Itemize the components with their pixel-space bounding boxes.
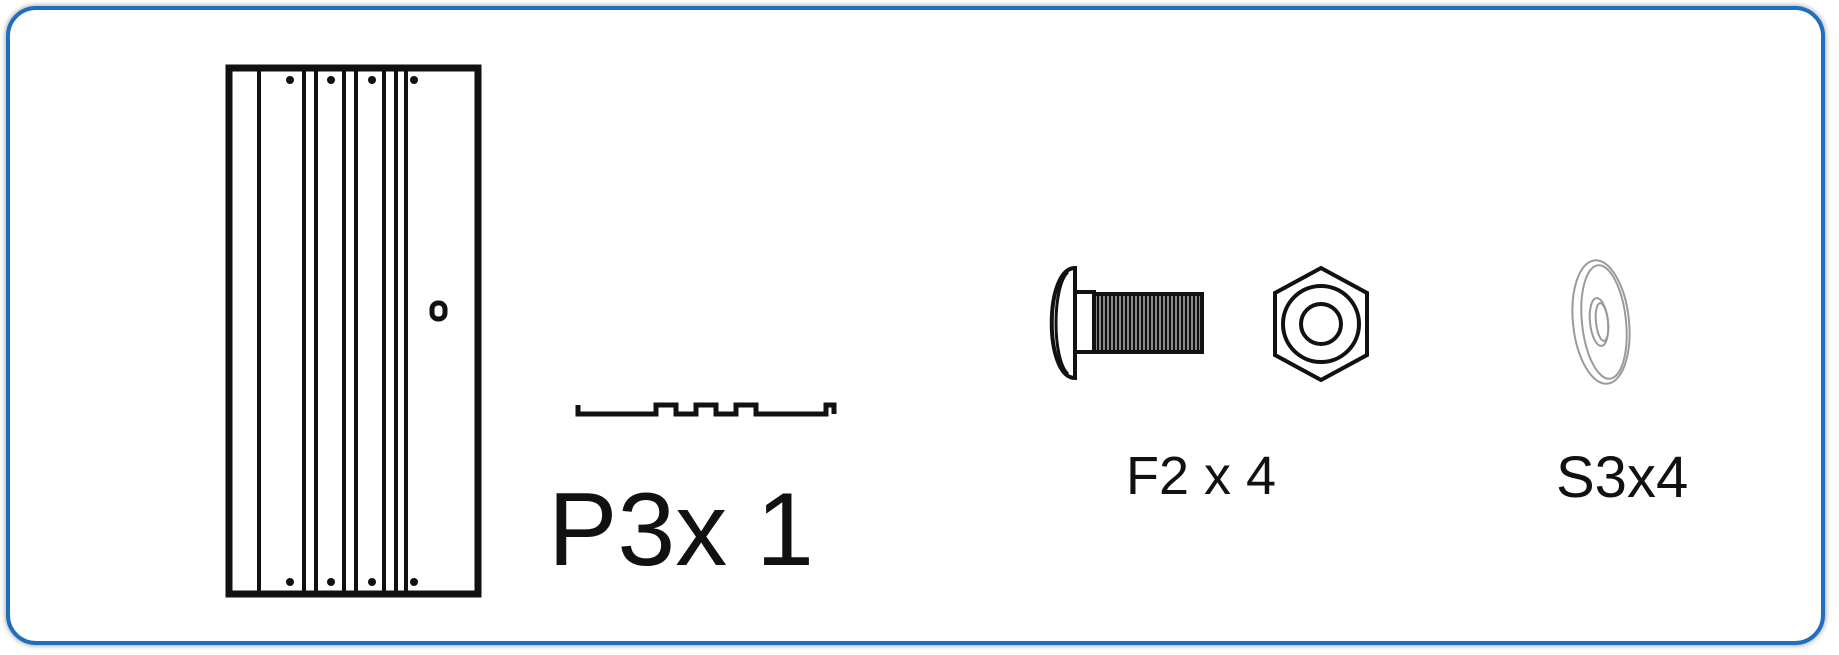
part-label-p3: P3x 1 <box>548 472 814 588</box>
bolt-icon <box>1049 265 1204 381</box>
hex-nut-icon <box>1273 265 1369 383</box>
washer-icon <box>1571 259 1631 385</box>
parts-frame <box>6 6 1825 645</box>
part-label-s3: S3x4 <box>1556 445 1689 510</box>
panel-profile-icon <box>575 402 837 417</box>
panel-icon <box>225 64 482 598</box>
part-label-f2: F2 x 4 <box>1126 446 1277 506</box>
